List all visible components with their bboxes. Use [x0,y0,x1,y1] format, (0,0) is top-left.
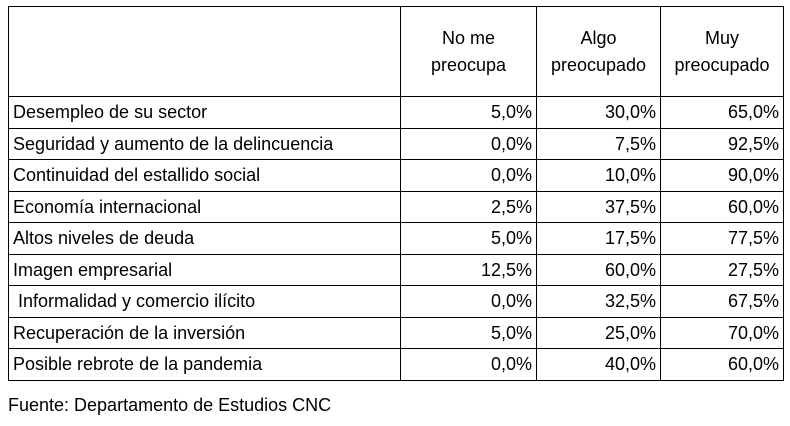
row-label: Continuidad del estallido social [8,159,401,192]
value-muy-preocupado: 67,5% [660,285,784,318]
row-label: Economía internacional [8,190,401,223]
value-algo-preocupado: 60,0% [536,253,661,286]
table-row: Continuidad del estallido social 0,0% 10… [8,159,784,192]
value-no-me-preocupa: 5,0% [400,96,537,129]
header-line: preocupado [550,54,647,75]
table-row: Imagen empresarial 12,5% 60,0% 27,5% [8,253,784,286]
value-muy-preocupado: 60,0% [660,348,784,381]
row-label: Posible rebrote de la pandemia [8,348,401,381]
value-muy-preocupado: 92,5% [660,127,784,160]
value-algo-preocupado: 40,0% [536,348,661,381]
value-algo-preocupado: 7,5% [536,127,661,160]
row-label: Desempleo de su sector [8,96,401,129]
table-row: Altos niveles de deuda 5,0% 17,5% 77,5% [8,222,784,255]
value-muy-preocupado: 70,0% [660,316,784,349]
table-row: Economía internacional 2,5% 37,5% 60,0% [8,190,784,223]
value-no-me-preocupa: 2,5% [400,190,537,223]
value-no-me-preocupa: 5,0% [400,222,537,255]
table-body: Desempleo de su sector 5,0% 30,0% 65,0% … [8,96,784,381]
value-no-me-preocupa: 0,0% [400,127,537,160]
header-no-me-preocupa: No me preocupa [400,6,537,97]
value-algo-preocupado: 17,5% [536,222,661,255]
concern-table: No me preocupa Algo preocupado Muy preoc… [8,6,784,381]
table-row: Posible rebrote de la pandemia 0,0% 40,0… [8,348,784,381]
table-row: Desempleo de su sector 5,0% 30,0% 65,0% [8,96,784,129]
value-algo-preocupado: 10,0% [536,159,661,192]
row-label: Informalidad y comercio ilícito [8,285,401,318]
row-label: Recuperación de la inversión [8,316,401,349]
value-muy-preocupado: 77,5% [660,222,784,255]
row-label: Seguridad y aumento de la delincuencia [8,127,401,160]
source-note: Fuente: Departamento de Estudios CNC [8,395,332,415]
header-algo-preocupado: Algo preocupado [536,6,661,97]
header-line: Muy [704,27,739,48]
header-row: No me preocupa Algo preocupado Muy preoc… [8,6,784,97]
value-no-me-preocupa: 0,0% [400,285,537,318]
value-algo-preocupado: 30,0% [536,96,661,129]
header-muy-preocupado: Muy preocupado [660,6,784,97]
header-line: No me [441,27,495,48]
value-muy-preocupado: 90,0% [660,159,784,192]
row-label: Altos niveles de deuda [8,222,401,255]
value-no-me-preocupa: 5,0% [400,316,537,349]
table-row: Seguridad y aumento de la delincuencia 0… [8,127,784,160]
value-algo-preocupado: 37,5% [536,190,661,223]
header-line: Algo [580,27,617,48]
value-no-me-preocupa: 0,0% [400,159,537,192]
row-label: Imagen empresarial [8,253,401,286]
table-row: Recuperación de la inversión 5,0% 25,0% … [8,316,784,349]
header-line: preocupado [674,54,770,75]
table-header: No me preocupa Algo preocupado Muy preoc… [8,6,784,97]
value-algo-preocupado: 25,0% [536,316,661,349]
value-muy-preocupado: 27,5% [660,253,784,286]
value-muy-preocupado: 65,0% [660,96,784,129]
header-empty-cell [8,6,401,97]
header-line: preocupa [430,54,507,75]
value-muy-preocupado: 60,0% [660,190,784,223]
table-row: Informalidad y comercio ilícito 0,0% 32,… [8,285,784,318]
value-algo-preocupado: 32,5% [536,285,661,318]
value-no-me-preocupa: 0,0% [400,348,537,381]
value-no-me-preocupa: 12,5% [400,253,537,286]
